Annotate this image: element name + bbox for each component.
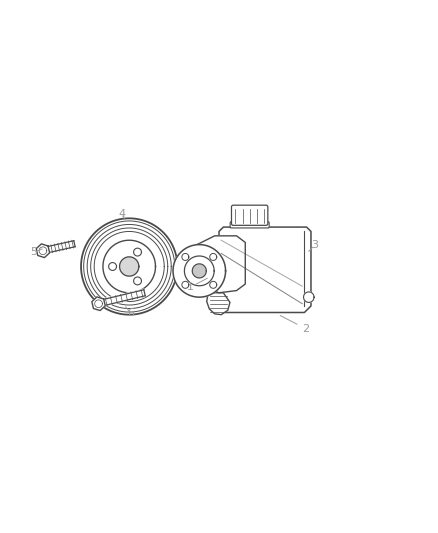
FancyBboxPatch shape — [231, 205, 268, 225]
Text: 2: 2 — [302, 324, 309, 334]
Polygon shape — [210, 281, 217, 288]
Polygon shape — [36, 244, 49, 257]
Polygon shape — [120, 257, 139, 276]
Polygon shape — [92, 297, 105, 311]
Polygon shape — [103, 240, 155, 293]
Polygon shape — [192, 264, 206, 278]
Text: 4: 4 — [118, 209, 125, 219]
FancyBboxPatch shape — [230, 222, 269, 228]
Polygon shape — [109, 263, 117, 270]
Text: 1: 1 — [187, 282, 194, 292]
Text: 3: 3 — [311, 240, 318, 251]
Text: 5: 5 — [30, 247, 37, 257]
Polygon shape — [173, 245, 226, 297]
Text: 6: 6 — [127, 308, 134, 318]
Polygon shape — [42, 240, 75, 254]
Polygon shape — [134, 248, 141, 256]
Polygon shape — [304, 292, 314, 302]
Polygon shape — [182, 253, 189, 261]
Polygon shape — [98, 289, 145, 308]
Polygon shape — [207, 293, 230, 314]
Polygon shape — [191, 236, 245, 293]
Polygon shape — [219, 227, 311, 312]
Polygon shape — [134, 277, 141, 285]
Polygon shape — [210, 253, 217, 261]
Polygon shape — [81, 219, 177, 314]
Polygon shape — [182, 281, 189, 288]
